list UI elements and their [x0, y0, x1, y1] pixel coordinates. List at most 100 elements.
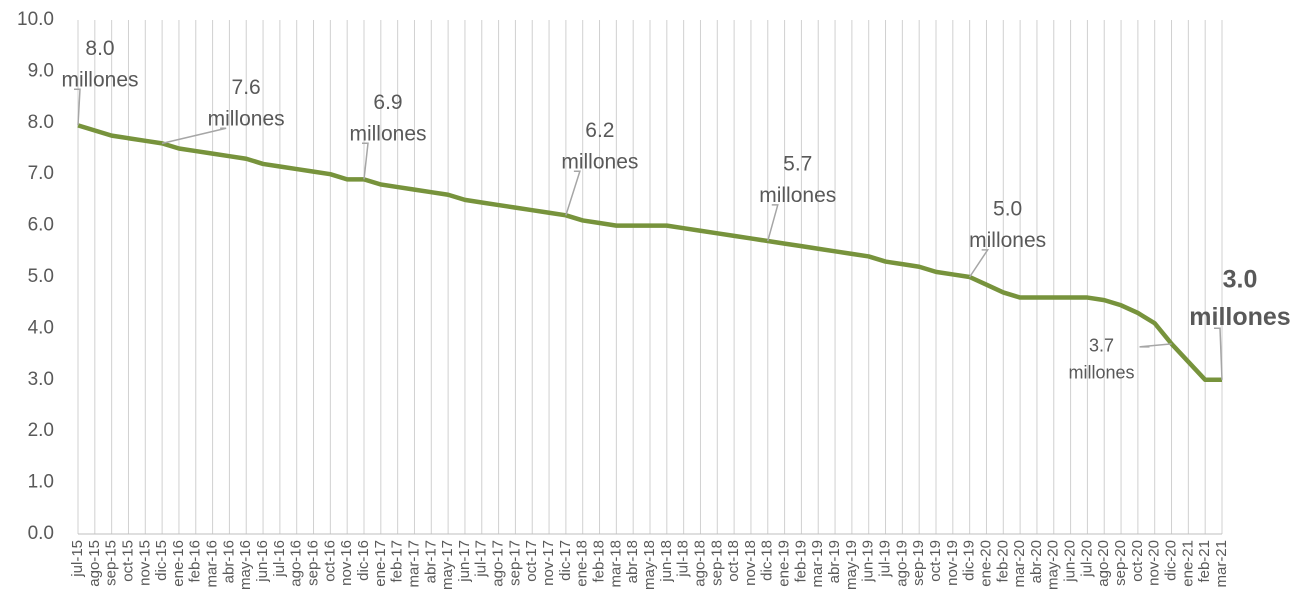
x-tick-label: feb-18	[590, 540, 607, 583]
leader-line	[565, 170, 581, 216]
leader-line	[969, 249, 990, 278]
y-tick-label: 1.0	[28, 472, 54, 493]
data-label-unit: millones	[1189, 303, 1290, 331]
series-line	[77, 123, 1222, 383]
y-tick-label: 5.0	[28, 266, 54, 287]
x-tick-label: nov-17	[540, 540, 557, 586]
x-tick-label: jul-19	[876, 540, 893, 578]
x-tick-label: dic-20	[1162, 540, 1179, 581]
x-tick-label: may-17	[439, 540, 456, 590]
y-tick-label: 2.0	[28, 420, 54, 441]
leader-line	[1214, 327, 1223, 380]
x-tick-label: may-19	[843, 540, 860, 590]
data-label: 7.6	[232, 76, 261, 99]
x-tick-label: abr-20	[1028, 540, 1045, 583]
y-tick-label: 0.0	[28, 523, 54, 544]
data-label: 3.0	[1223, 265, 1258, 293]
leader-line	[1139, 343, 1172, 348]
x-tick-label: ago-17	[490, 540, 507, 587]
x-tick-label: dic-15	[153, 540, 170, 581]
leader-line	[161, 127, 227, 145]
x-tick-label: oct-18	[725, 540, 742, 582]
x-tick-label: feb-16	[187, 540, 204, 583]
x-tick-label: jun-18	[658, 540, 675, 583]
x-tick-label: ene-19	[776, 540, 793, 587]
data-label-unit: millones	[61, 68, 138, 91]
data-label-unit: millones	[759, 184, 836, 207]
data-label: 6.2	[585, 119, 614, 142]
x-tick-label: jul-16	[271, 540, 288, 578]
x-tick-label: sep-19	[910, 540, 927, 586]
x-tick-label: ago-18	[691, 540, 708, 587]
x-tick-label: feb-19	[792, 540, 809, 583]
leader-line	[767, 204, 779, 242]
x-tick-label: ago-15	[86, 540, 103, 587]
x-tick-label: may-16	[237, 540, 254, 590]
x-tick-label: ene-18	[574, 540, 591, 587]
x-tick-label: feb-21	[1196, 540, 1213, 583]
x-tick-label: ene-17	[372, 540, 389, 587]
x-tick-label: nov-20	[1146, 540, 1163, 586]
y-tick-label: 7.0	[28, 163, 54, 184]
y-tick-label: 4.0	[28, 317, 54, 338]
x-tick-label: sep-15	[103, 540, 120, 586]
x-tick-label: may-20	[1045, 540, 1062, 590]
y-tick-label: 10.0	[17, 9, 54, 30]
x-tick-label: abr-18	[624, 540, 641, 583]
x-tick-label: ene-21	[1179, 540, 1196, 587]
x-tick-label: dic-19	[961, 540, 978, 581]
y-tick-label: 8.0	[28, 112, 54, 133]
x-tick-label: jun-17	[456, 540, 473, 583]
x-tick-label: sep-20	[1112, 540, 1129, 586]
x-tick-label: ene-20	[977, 540, 994, 587]
x-tick-label: abr-16	[220, 540, 237, 583]
x-tick-label: jul-18	[675, 540, 692, 578]
y-tick-label: 9.0	[28, 60, 54, 81]
x-tick-label: ago-16	[288, 540, 305, 587]
x-tick-label: oct-15	[119, 540, 136, 582]
x-tick-label: dic-17	[557, 540, 574, 581]
x-tick-label: mar-18	[607, 540, 624, 588]
y-tick-label: 3.0	[28, 369, 54, 390]
x-tick-label: may-18	[641, 540, 658, 590]
x-tick-label: jun-16	[254, 540, 271, 583]
x-tick-label: sep-17	[506, 540, 523, 586]
data-label-unit: millones	[1069, 363, 1135, 383]
data-label: 6.9	[373, 91, 402, 114]
x-tick-label: sep-18	[708, 540, 725, 586]
x-tick-label: jul-15	[69, 540, 86, 578]
x-tick-label: jun-20	[1062, 540, 1079, 583]
data-label-unit: millones	[349, 122, 426, 145]
x-tick-label: oct-17	[523, 540, 540, 582]
x-tick-label: oct-20	[1129, 540, 1146, 582]
leader-line	[362, 142, 369, 180]
x-tick-label: oct-16	[321, 540, 338, 582]
x-tick-label: feb-17	[389, 540, 406, 583]
x-tick-label: mar-17	[405, 540, 422, 588]
x-tick-label: mar-16	[204, 540, 221, 588]
x-tick-label: ago-20	[1095, 540, 1112, 587]
data-label-unit: millones	[561, 150, 638, 173]
x-tick-label: mar-21	[1213, 540, 1230, 588]
data-label: 8.0	[85, 37, 114, 60]
leader-line	[74, 88, 81, 126]
data-label-unit: millones	[969, 229, 1046, 252]
x-tick-label: ene-16	[170, 540, 187, 587]
x-tick-label: sep-16	[304, 540, 321, 586]
y-tick-label: 6.0	[28, 215, 54, 236]
x-tick-label: dic-16	[355, 540, 372, 581]
x-tick-label: mar-19	[809, 540, 826, 588]
x-tick-label: dic-18	[759, 540, 776, 581]
x-tick-label: jul-20	[1078, 540, 1095, 578]
x-tick-label: abr-17	[422, 540, 439, 583]
data-label: 5.0	[993, 198, 1022, 221]
x-tick-label: feb-20	[994, 540, 1011, 583]
x-tick-label: nov-19	[944, 540, 961, 586]
x-tick-label: nov-16	[338, 540, 355, 586]
x-tick-label: oct-19	[927, 540, 944, 582]
x-tick-label: abr-19	[826, 540, 843, 583]
data-label: 5.7	[783, 153, 812, 176]
data-label-unit: millones	[208, 107, 285, 130]
data-label: 3.7	[1089, 336, 1114, 356]
